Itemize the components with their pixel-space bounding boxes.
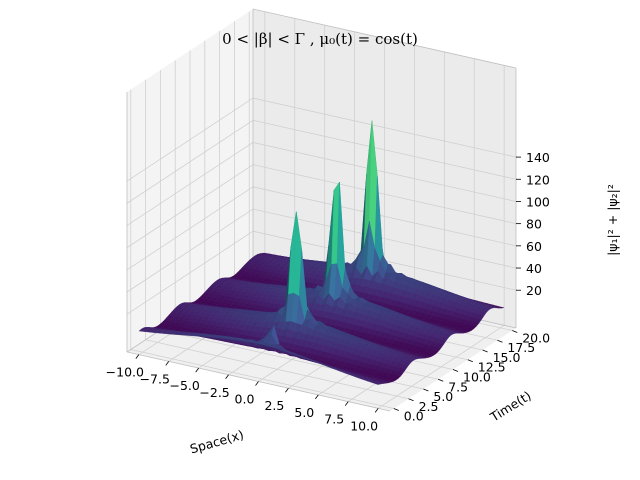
y-tick-mark (393, 408, 399, 411)
y-gridline (145, 339, 409, 400)
z-tick-label: 60 (526, 239, 542, 254)
x-tick-label: −5.0 (169, 378, 199, 393)
z-tick-label: 20 (526, 283, 542, 298)
x-tick-mark (255, 381, 259, 386)
z-gridline (252, 142, 517, 202)
y-tick-label: 10.0 (463, 370, 491, 385)
x-tick-mark (225, 374, 229, 380)
y-axis-label: Time(t) (487, 388, 534, 425)
x-tick-mark (195, 367, 199, 373)
x-tick-label: 5.0 (294, 405, 314, 420)
y-tick-mark (423, 388, 429, 392)
x-tick-label: −2.5 (199, 385, 229, 400)
x-tick-label: 7.5 (324, 412, 344, 427)
z-tick-label: 40 (526, 261, 542, 276)
z-gridline (252, 119, 517, 180)
y-tick-mark (408, 398, 414, 402)
z-gridline (126, 142, 254, 226)
x-tick-mark (374, 408, 379, 413)
x-tick-mark (285, 387, 289, 393)
x-tick-label: 2.5 (264, 398, 284, 413)
z-gridline (126, 97, 254, 182)
y-tick-label: 12.5 (478, 360, 506, 375)
y-tick-label: 7.5 (448, 379, 468, 394)
x-tick-label: −7.5 (140, 371, 170, 386)
y-tick-mark (452, 369, 459, 372)
z-gridline (252, 164, 517, 225)
z-gridline (252, 97, 517, 158)
z-tick-label: 100 (526, 194, 550, 209)
z-gridline (126, 119, 254, 204)
z-gridline (126, 186, 254, 271)
y-tick-mark (512, 330, 518, 333)
x-tick-mark (344, 401, 349, 406)
y-tick-label: 2.5 (419, 399, 439, 414)
x-tick-label: 0.0 (235, 392, 255, 407)
z-tick-label: 80 (526, 217, 542, 232)
z-axis-label: |ψ₁|² + |ψ₂|² (605, 184, 620, 256)
z-gridline (126, 208, 254, 293)
y-tick-mark (467, 359, 473, 363)
chart-title: 0 < |β| < Γ , μ₀(t) = cos(t) (222, 30, 418, 48)
x-tick-mark (165, 361, 170, 366)
x-tick-mark (315, 394, 319, 400)
axis-ticks: −10.0−7.5 −5.0 −2.5 0.0 2.5 5.0 7.5 10.00.02.55… (106, 150, 550, 433)
y-tick-label: 20.0 (522, 330, 550, 345)
y-tick-mark (497, 339, 503, 343)
z-tick-label: 140 (526, 150, 550, 165)
pane-edge (252, 8, 517, 69)
z-tick-label: 120 (526, 172, 550, 187)
x-axis-label: Space(x) (188, 427, 245, 457)
y-tick-mark (438, 378, 444, 382)
surface (138, 120, 505, 385)
z-gridline (252, 186, 517, 247)
z-gridline (126, 164, 254, 248)
surface-patch (371, 382, 382, 385)
x-tick-mark (135, 354, 140, 359)
y-tick-mark (482, 349, 488, 353)
y-tick-label: 15.0 (493, 350, 521, 365)
y-gridline (130, 349, 394, 409)
y-tick-label: 17.5 (507, 340, 535, 355)
x-tick-label: 10.0 (350, 418, 378, 433)
y-tick-label: 5.0 (433, 389, 453, 404)
z-gridline (126, 230, 254, 315)
x-tick-label: −10.0 (106, 365, 144, 380)
y-tick-label: 0.0 (404, 409, 424, 424)
